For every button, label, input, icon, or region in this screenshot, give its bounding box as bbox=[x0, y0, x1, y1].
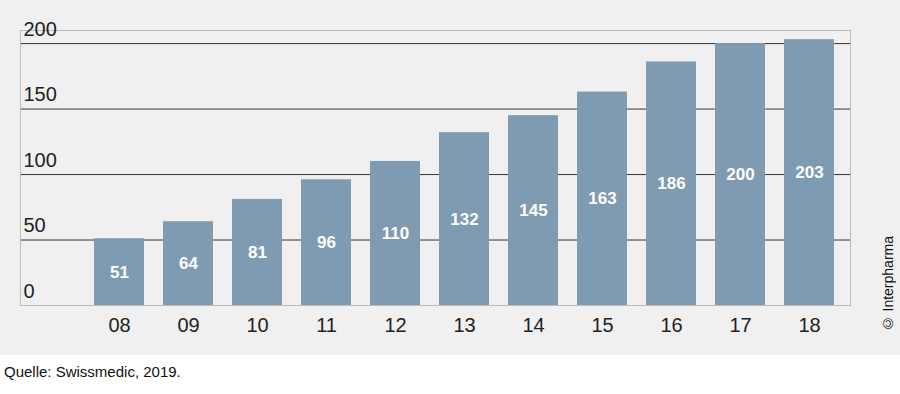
svg-text:200: 200 bbox=[24, 18, 57, 40]
svg-text:100: 100 bbox=[24, 149, 57, 171]
svg-text:64: 64 bbox=[179, 254, 198, 273]
svg-text:81: 81 bbox=[248, 243, 267, 262]
svg-text:96: 96 bbox=[317, 233, 336, 252]
svg-text:09: 09 bbox=[177, 314, 199, 336]
svg-text:08: 08 bbox=[108, 314, 130, 336]
svg-text:50: 50 bbox=[24, 214, 46, 236]
svg-text:145: 145 bbox=[519, 201, 547, 220]
svg-text:17: 17 bbox=[729, 314, 751, 336]
svg-text:11: 11 bbox=[316, 314, 337, 336]
svg-text:10: 10 bbox=[246, 314, 268, 336]
svg-text:110: 110 bbox=[382, 224, 409, 243]
svg-text:14: 14 bbox=[522, 314, 544, 336]
html-text:Quelle: Swissmedic, 2019.: Quelle: Swissmedic, 2019. bbox=[4, 363, 181, 380]
svg-text:16: 16 bbox=[660, 314, 682, 336]
svg-text:0: 0 bbox=[24, 280, 35, 302]
svg-text:13: 13 bbox=[453, 314, 475, 336]
svg-text:51: 51 bbox=[110, 263, 129, 282]
svg-text:163: 163 bbox=[588, 189, 616, 208]
svg-text:200: 200 bbox=[726, 165, 754, 184]
svg-text:18: 18 bbox=[798, 314, 820, 336]
svg-text:150: 150 bbox=[24, 83, 57, 105]
svg-text:203: 203 bbox=[795, 163, 823, 182]
svg-text:132: 132 bbox=[450, 210, 478, 229]
svg-text:15: 15 bbox=[591, 314, 613, 336]
svg-text:12: 12 bbox=[384, 314, 406, 336]
svg-text:186: 186 bbox=[657, 174, 685, 193]
html-text:© Interpharma: © Interpharma bbox=[880, 236, 896, 332]
